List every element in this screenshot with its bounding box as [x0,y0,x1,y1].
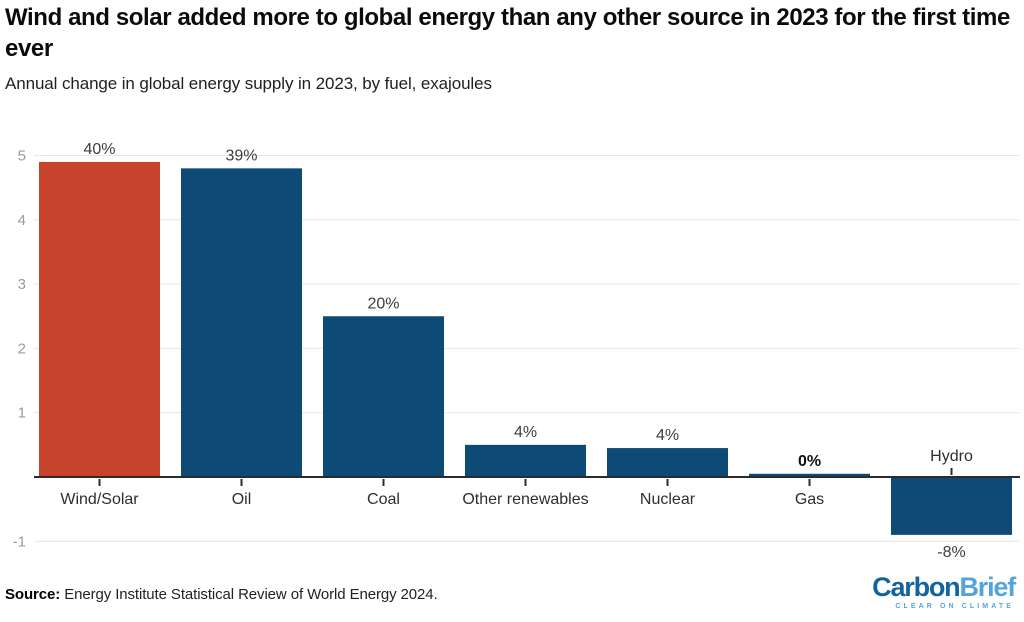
logo-wordmark: CarbonBrief [872,572,1016,602]
category-label-gas: Gas [795,491,824,508]
source-line: Source: Energy Institute Statistical Rev… [5,586,438,603]
chart-subtitle: Annual change in global energy supply in… [5,74,492,93]
logo-carbon: Carbon [872,572,961,602]
y-tick-label-2: 2 [18,340,26,357]
category-label-wind-solar: Wind/Solar [60,491,139,508]
bar-oil [181,168,302,478]
source-label: Source: [5,586,61,603]
carbonbrief-logo: CarbonBrief CLEAR ON CLIMATE [872,572,1016,611]
logo-brief: Brief [959,572,1016,602]
y-tick-label-1: 1 [18,405,26,422]
y-tick-label-3: 3 [18,276,26,293]
value-label-gas: 0% [798,453,821,470]
bar-chart: 5 4 3 2 1 -1 Wind/Solar 40% Oil 39% Coal 20% Other r… [13,141,1020,561]
category-label-hydro: Hydro [930,448,973,465]
value-label-other-renewables: 4% [514,424,537,441]
category-label-coal: Coal [367,491,400,508]
category-label-oil: Oil [232,491,252,508]
value-label-nuclear: 4% [656,427,679,444]
bar-nuclear [607,448,728,477]
value-label-wind-solar: 40% [83,141,115,158]
source-text: Energy Institute Statistical Review of W… [60,586,438,603]
chart-title: Wind and solar added more to global ener… [5,4,1010,62]
value-label-oil: 39% [225,147,257,164]
bar-wind-solar [39,161,160,477]
value-label-hydro: -8% [937,544,965,561]
bar-coal [323,316,444,477]
logo-tagline: CLEAR ON CLIMATE [895,603,1014,610]
value-label-coal: 20% [367,295,399,312]
bar-other-renewables [465,444,586,477]
category-label-nuclear: Nuclear [640,491,696,508]
y-tick-label-5: 5 [18,148,26,165]
bar-gas [749,473,870,477]
bar-hydro [891,477,1012,535]
y-tick-label-4: 4 [18,212,26,229]
category-label-other-renewables: Other renewables [462,491,588,508]
y-tick-label--1: -1 [13,533,26,550]
